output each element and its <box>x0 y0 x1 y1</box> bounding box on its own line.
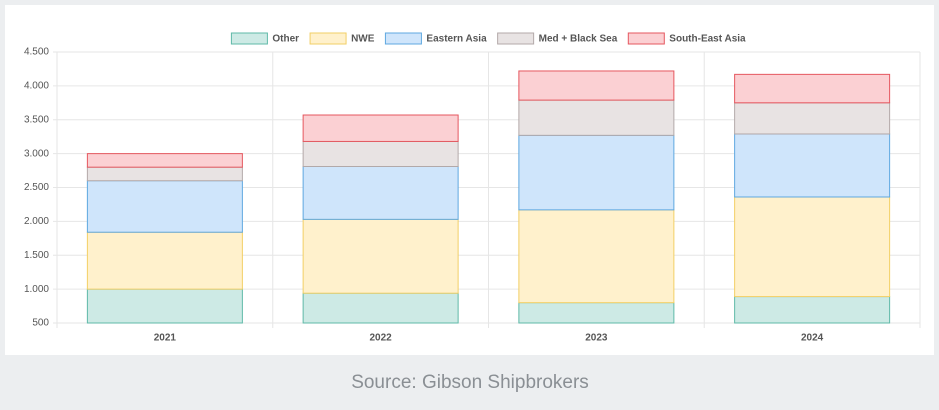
y-tick-label: 1.000 <box>24 284 49 295</box>
bar-segment <box>518 134 675 211</box>
y-tick-label: 4.500 <box>24 47 49 58</box>
x-tick-label: 2023 <box>585 333 608 344</box>
bar-segment <box>86 180 243 233</box>
bar-segment <box>86 166 243 182</box>
y-tick-label: 2.500 <box>24 182 49 193</box>
x-tick-label: 2022 <box>370 333 393 344</box>
bar-segment <box>302 165 459 220</box>
legend-label: Other <box>272 34 299 45</box>
bar-segment <box>518 302 675 324</box>
bar-segment <box>734 133 891 198</box>
bar-segment <box>302 114 459 142</box>
bar-segment <box>86 288 243 324</box>
bar-segment <box>302 292 459 324</box>
y-tick-label: 4.000 <box>24 81 49 92</box>
source-note: Source: Gibson Shipbrokers <box>351 372 589 393</box>
legend-swatch <box>497 32 535 45</box>
x-tick-label: 2021 <box>154 333 177 344</box>
legend-swatch <box>384 32 422 45</box>
bar-segment <box>518 70 675 101</box>
legend-swatch <box>230 32 268 45</box>
legend-label: Med + Black Sea <box>539 34 618 45</box>
legend-label: NWE <box>351 34 375 45</box>
legend-swatch <box>627 32 665 45</box>
bar-segment <box>86 153 243 168</box>
y-tick-label: 3.000 <box>24 148 49 159</box>
y-tick-label: 3.500 <box>24 114 49 125</box>
legend-label: South-East Asia <box>669 34 746 45</box>
y-tick-label: 1.500 <box>24 250 49 261</box>
bar-segment <box>734 196 891 298</box>
bar-segment <box>734 73 891 104</box>
bar-segment <box>302 140 459 167</box>
legend-label: Eastern Asia <box>426 34 487 45</box>
y-tick-label: 2.000 <box>24 216 49 227</box>
legend: Other NWE Eastern Asia Med + Black Sea South… <box>230 32 746 45</box>
bar-segment <box>734 296 891 324</box>
x-tick-label: 2024 <box>801 333 824 344</box>
bar-segment <box>86 231 243 290</box>
bar-segment <box>518 209 675 304</box>
legend-swatch <box>309 32 347 45</box>
y-tick-label: 500 <box>32 318 49 329</box>
bar-segment <box>734 102 891 135</box>
bar-segment <box>518 99 675 136</box>
bar-segment <box>302 218 459 294</box>
